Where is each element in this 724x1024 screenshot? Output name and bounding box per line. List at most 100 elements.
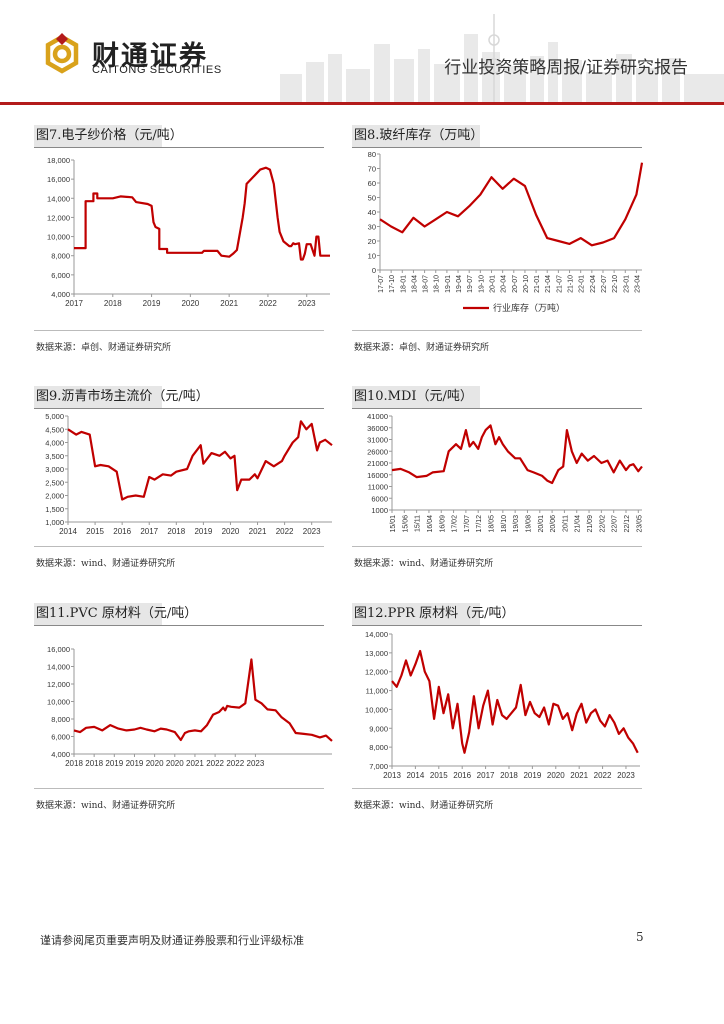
y-tick-label: 16,000 (47, 175, 70, 184)
x-tick-label: 17/02 (452, 515, 459, 533)
y-tick-label: 14,000 (47, 663, 70, 672)
x-tick-label: 21/04 (575, 515, 582, 533)
y-tick-label: 80 (368, 150, 376, 159)
x-tick-label: 21/09 (587, 515, 594, 533)
x-tick-label: 21-01 (534, 275, 541, 293)
x-tick-label: 18-10 (434, 275, 441, 293)
y-tick-label: 9,000 (369, 724, 388, 733)
y-tick-label: 30 (368, 223, 376, 232)
x-tick-label: 21-10 (568, 275, 575, 293)
y-tick-label: 2,500 (45, 478, 64, 487)
x-tick-label: 22/02 (599, 515, 606, 533)
y-tick-label: 8,000 (51, 252, 70, 261)
chart-pvc-price: 4,000 6,000 8,000 10,000 12,000 14,000 16,000 2… (47, 645, 333, 768)
x-tick-label: 22-04 (590, 275, 597, 293)
x-tick-label: 19-07 (467, 275, 474, 293)
x-tick-label: 15/11 (415, 515, 422, 532)
series-line (67, 420, 333, 501)
x-tick-label: 20/06 (550, 515, 557, 533)
x-tick-label: 2016 (113, 527, 131, 536)
series-line (391, 424, 643, 485)
y-tick-label: 8,000 (51, 715, 70, 724)
source-divider (34, 788, 324, 789)
x-tick-label: 2019 (105, 759, 123, 768)
x-tick-label: 18/05 (489, 515, 496, 533)
y-tick-label: 13,000 (365, 649, 388, 658)
x-tick-label: 17/07 (464, 515, 471, 533)
y-tick-label: 4,000 (51, 750, 70, 759)
y-tick-label: 11000 (368, 483, 388, 492)
x-tick-label: 15/06 (402, 515, 409, 533)
x-tick-label: 20-01 (489, 275, 496, 293)
figure-7-source: 数据来源：卓创、财通证券研究所 (36, 343, 172, 353)
y-tick-label: 10,000 (47, 233, 70, 242)
x-tick-label: 2021 (220, 299, 238, 308)
x-tick-label: 17/12 (476, 515, 483, 533)
source-divider (352, 788, 642, 789)
x-tick-label: 22-01 (579, 275, 586, 293)
x-tick-label: 22-07 (601, 275, 608, 293)
page-header: 财通证券 CAITONG SECURITIES 行业投资策略周报/证券研究报告 (0, 0, 724, 110)
x-tick-label: 2022 (259, 299, 277, 308)
x-tick-label: 2023 (303, 527, 321, 536)
footer-disclaimer: 谨请参阅尾页重要声明及财通证券股票和行业评级标准 (40, 934, 304, 947)
x-tick-label: 2021 (186, 759, 204, 768)
y-tick-label: 6000 (371, 494, 388, 503)
x-tick-label: 16/04 (427, 515, 434, 533)
x-tick-label: 2017 (65, 299, 83, 308)
x-tick-label: 2022 (206, 759, 224, 768)
x-tick-label: 18-01 (400, 275, 407, 293)
x-tick-label: 2021 (249, 527, 267, 536)
legend-label: 行业库存（万吨） (493, 302, 565, 313)
y-tick-label: 12,000 (365, 668, 388, 677)
x-tick-label: 2013 (383, 771, 401, 780)
y-tick-label: 1000 (371, 506, 388, 515)
x-tick-label: 2019 (126, 759, 144, 768)
y-tick-label: 4,000 (51, 290, 70, 299)
figure-9-source: 数据来源：wind、财通证券研究所 (36, 559, 176, 569)
x-tick-label: 19/08 (525, 515, 532, 533)
x-tick-label: 18/10 (501, 515, 508, 533)
y-tick-label: 6,000 (51, 271, 70, 280)
x-tick-label: 2018 (104, 299, 122, 308)
x-tick-label: 18-07 (423, 275, 430, 293)
y-tick-label: 10,000 (365, 705, 388, 714)
series-line (391, 649, 639, 754)
y-tick-label: 60 (368, 179, 376, 188)
chart-glass-fiber-inventory: 0 10 20 30 40 50 60 70 80 17-07 17-10 18-01 18-04 18-… (368, 150, 644, 313)
figure-7-title: 图7.电子纱价格（元/吨） (34, 125, 324, 148)
chart-asphalt-price: 1,000 1,500 2,000 2,500 3,000 3,500 4,000 4,500… (45, 412, 333, 536)
y-tick-label: 4,000 (45, 439, 64, 448)
y-tick-label: 16,000 (47, 645, 70, 654)
x-tick-label: 19-01 (445, 275, 452, 293)
x-tick-label: 19/03 (513, 515, 520, 533)
source-divider (34, 546, 324, 547)
y-tick-label: 40 (368, 208, 376, 217)
figure-12-title: 图12.PPR 原材料（元/吨） (352, 603, 642, 626)
x-tick-label: 23-04 (634, 275, 641, 293)
x-tick-label: 2023 (617, 771, 635, 780)
y-tick-label: 50 (368, 194, 376, 203)
x-tick-label: 2016 (453, 771, 471, 780)
x-tick-label: 2018 (65, 759, 83, 768)
x-tick-label: 2020 (547, 771, 565, 780)
y-tick-label: 10,000 (47, 698, 70, 707)
y-tick-label: 12,000 (47, 680, 70, 689)
x-tick-label: 17-10 (389, 275, 396, 293)
figure-11-source: 数据来源：wind、财通证券研究所 (36, 801, 176, 811)
x-tick-label: 20-04 (501, 275, 508, 293)
x-tick-label: 2021 (570, 771, 588, 780)
y-tick-label: 11,000 (366, 687, 388, 696)
figure-12-source: 数据来源：wind、财通证券研究所 (354, 801, 494, 811)
page-number: 5 (636, 930, 644, 944)
x-tick-label: 2018 (500, 771, 518, 780)
x-tick-label: 2020 (166, 759, 184, 768)
x-tick-label: 2019 (143, 299, 161, 308)
report-title: 行业投资策略周报/证券研究报告 (444, 58, 688, 78)
x-tick-label: 22/07 (612, 515, 619, 533)
y-tick-label: 8,000 (369, 743, 388, 752)
y-tick-label: 14,000 (365, 630, 388, 639)
y-tick-label: 41000 (367, 412, 388, 421)
y-tick-label: 12,000 (47, 213, 70, 222)
x-tick-label: 2015 (86, 527, 104, 536)
